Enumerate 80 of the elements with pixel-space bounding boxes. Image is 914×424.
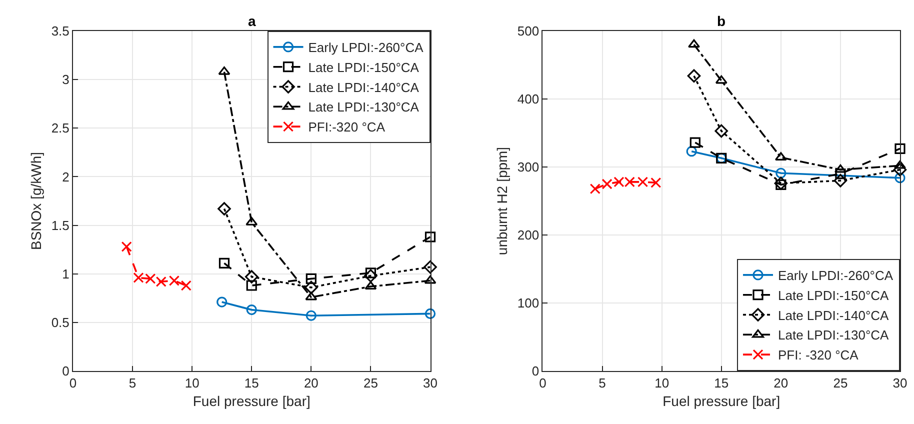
chart-title: b: [717, 13, 726, 29]
y-tick-label: 0.5: [51, 314, 70, 330]
y-tick-label: 200: [517, 228, 540, 243]
x-tick-label: 15: [714, 376, 729, 391]
point: [714, 124, 728, 138]
legend-label: PFI:-320 °CA: [308, 120, 386, 135]
point: [246, 304, 257, 316]
y-tick-label: 0: [532, 364, 540, 379]
point: [306, 310, 316, 321]
point: [834, 164, 846, 173]
point: [424, 232, 436, 242]
point: [364, 281, 377, 290]
point: [690, 137, 700, 148]
y-tick-label: 1.5: [51, 218, 70, 233]
y-tick-label: 400: [517, 92, 540, 107]
point: [424, 308, 436, 319]
y-tick-label: 2.5: [51, 120, 70, 136]
point: [834, 174, 848, 188]
point: [424, 260, 437, 274]
point: [304, 280, 318, 294]
point: [424, 275, 436, 284]
point: [650, 177, 662, 188]
y-tick-label: 300: [517, 160, 540, 175]
x-axis-title: Fuel pressure [bar]: [192, 392, 310, 409]
legend-label: Late LPDI:-150°CA: [778, 288, 890, 303]
x-tick-label: 30: [423, 376, 438, 391]
point: [365, 268, 376, 278]
y-tick-label: 1: [62, 266, 70, 282]
point: [218, 258, 230, 268]
point: [590, 183, 600, 194]
x-tick-label: 10: [654, 376, 670, 391]
point: [180, 280, 192, 291]
point: [894, 160, 906, 169]
legend-label: Late LPDI:-140°CA: [308, 80, 420, 95]
point: [715, 75, 728, 84]
y-tick-label: 3: [62, 72, 70, 88]
legend-label: Late LPDI:-150°CA: [308, 60, 420, 75]
x-tick-label: 30: [892, 376, 908, 391]
point: [306, 273, 316, 284]
x-tick-label: 25: [363, 376, 378, 391]
y-tick-label: 3.5: [51, 24, 70, 39]
x-tick-label: 5: [598, 376, 606, 391]
x-axis-title: Fuel pressure [bar]: [662, 392, 780, 409]
point: [894, 143, 906, 154]
point: [774, 176, 788, 190]
point: [305, 292, 318, 300]
point: [637, 176, 648, 188]
x-tick-label: 10: [184, 376, 200, 391]
point: [168, 275, 180, 286]
point: [688, 39, 700, 48]
point: [894, 172, 906, 184]
y-tick-label: 100: [517, 296, 540, 311]
point: [687, 69, 701, 83]
point: [893, 163, 907, 176]
y-axis-title: BSNOx [g/kWh]: [28, 152, 44, 250]
legend-label: Late LPDI:-130°CA: [778, 328, 890, 343]
point: [218, 202, 231, 216]
point: [121, 241, 132, 252]
point: [244, 270, 258, 284]
x-tick-label: 20: [774, 376, 788, 391]
legend-label: PFI: -320 °CA: [778, 348, 859, 363]
y-tick-label: 500: [517, 24, 540, 39]
legend-label: Early LPDI:-260°CA: [308, 40, 424, 56]
x-tick-label: 20: [304, 376, 318, 391]
point: [686, 146, 697, 157]
point: [216, 296, 228, 308]
y-axis-title: unburnt H2 [ppm]: [494, 146, 510, 256]
point: [246, 280, 257, 291]
y-tick-label: 0: [62, 364, 70, 379]
legend-label: Late LPDI:-140°CA: [778, 308, 890, 323]
legend-label: Early LPDI:-260°CA: [778, 268, 894, 284]
chart-title: a: [248, 13, 256, 29]
point: [774, 152, 787, 161]
x-tick-label: 15: [244, 376, 259, 391]
legend-label: Late LPDI:-130°CA: [308, 100, 420, 115]
point: [364, 269, 378, 282]
point: [776, 168, 786, 178]
x-tick-label: 5: [128, 376, 136, 391]
y-tick-label: 2: [62, 169, 70, 184]
x-tick-label: 25: [833, 376, 848, 391]
